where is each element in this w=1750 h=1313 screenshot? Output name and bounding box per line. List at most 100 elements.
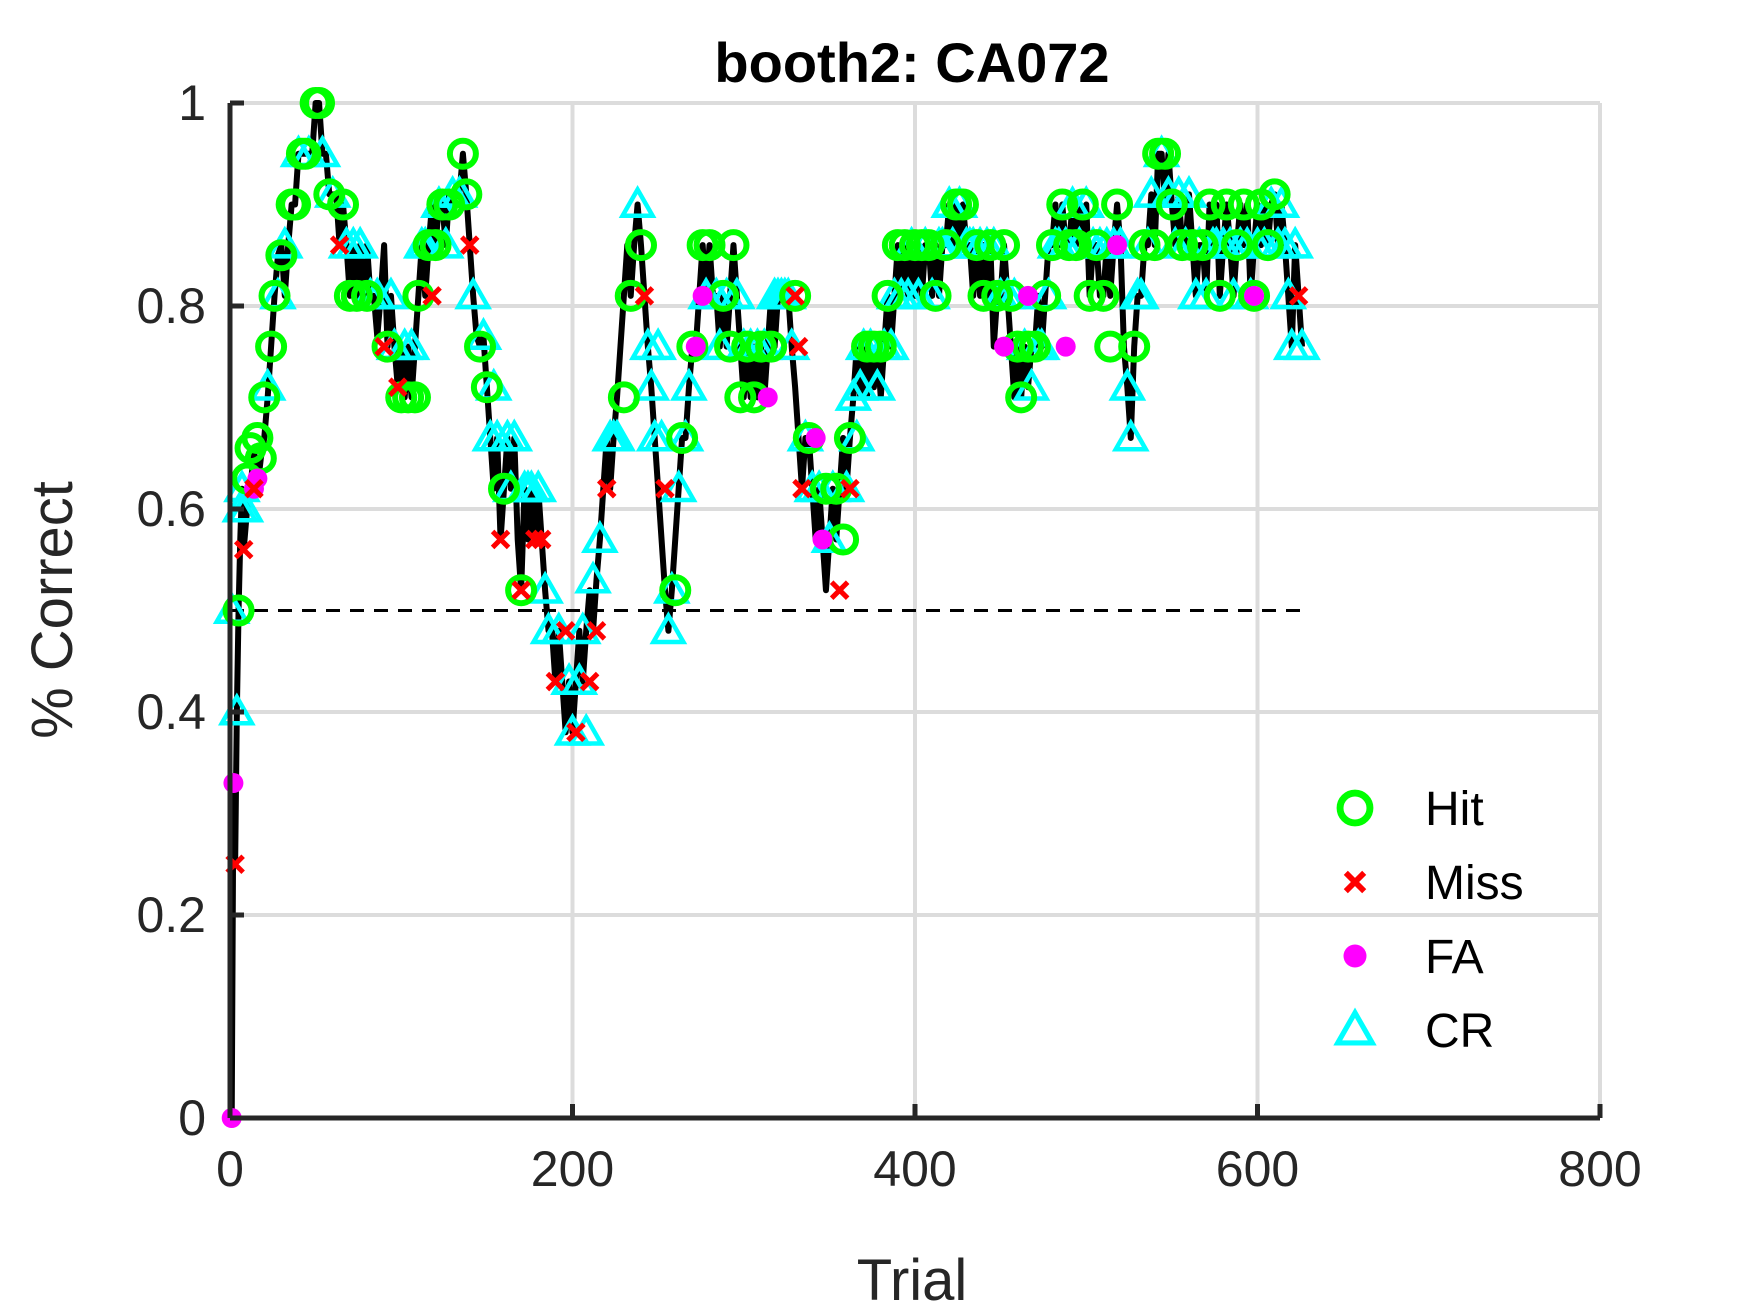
marker-miss: [586, 621, 607, 641]
marker-hit: [505, 574, 538, 607]
marker-hit: [371, 330, 404, 363]
marker-hit: [265, 239, 298, 272]
marker-hit: [1046, 188, 1079, 221]
marker-miss: [490, 529, 511, 550]
marker-cr: [659, 469, 698, 503]
marker-cr: [1122, 276, 1160, 310]
marker-hit: [717, 229, 750, 262]
legend-label-fa: FA: [1425, 931, 1484, 984]
marker-hit: [351, 279, 383, 312]
marker-hit: [1128, 229, 1161, 262]
x-tick-label: 400: [873, 1141, 956, 1197]
marker-miss: [579, 671, 600, 692]
marker-fa: [1018, 285, 1039, 306]
marker-miss: [1288, 286, 1309, 306]
marker-hit: [1005, 381, 1038, 414]
marker-hit: [1066, 188, 1099, 221]
marker-cr: [526, 570, 564, 604]
marker-hit: [419, 229, 452, 262]
legend-label-hit: Hit: [1425, 783, 1484, 836]
marker-fa: [994, 336, 1015, 357]
marker-hit: [929, 229, 962, 262]
marker-cr: [574, 560, 612, 594]
marker-hit: [744, 330, 777, 363]
marker-cr: [1283, 327, 1321, 361]
marker-hit: [659, 574, 692, 607]
legend-marker-cr: [1333, 1007, 1377, 1046]
marker-hit: [289, 137, 322, 170]
marker-hit: [714, 330, 747, 363]
legend-label-cr: CR: [1425, 1005, 1494, 1058]
y-tick-label: 0: [178, 1090, 206, 1146]
axes: [227, 100, 1603, 1121]
marker-miss: [829, 580, 850, 600]
marker-hit: [470, 371, 503, 404]
y-tick-label: 0.6: [136, 481, 206, 537]
marker-hit: [919, 279, 952, 312]
y-axis-label: % Correct: [20, 481, 85, 739]
marker-cr: [632, 367, 671, 401]
legend-marker-hit: [1336, 789, 1374, 827]
marker-fa: [685, 336, 706, 357]
marker-hit: [1210, 188, 1243, 221]
marker-hit: [464, 330, 497, 363]
marker-hit: [1193, 188, 1226, 221]
marker-miss: [233, 539, 254, 560]
x-axis-label: Trial: [857, 1248, 968, 1313]
marker-miss: [785, 286, 805, 306]
marker-cr: [495, 418, 534, 452]
y-tick-label: 0.4: [136, 684, 206, 740]
marker-hit: [1087, 279, 1120, 312]
marker-miss: [596, 478, 617, 499]
marker-cr: [639, 327, 678, 361]
marker-cr: [598, 418, 636, 452]
legend-label-miss: Miss: [1425, 857, 1524, 910]
marker-miss: [566, 722, 586, 743]
marker-hit: [1059, 229, 1092, 262]
marker-hit: [279, 188, 312, 221]
marker-fa: [805, 427, 826, 448]
tick-labels: 0 200 400 600 800 0 0.2 0.4 0.6 0.8 1: [136, 75, 1641, 1197]
marker-miss: [459, 235, 480, 255]
marker-miss: [634, 286, 655, 306]
legend: Hit Miss FA CR: [1333, 783, 1524, 1058]
marker-hit: [1101, 188, 1134, 221]
legend-marker-fa: [1343, 944, 1367, 968]
y-tick-label: 0.8: [136, 278, 206, 334]
marker-miss: [788, 336, 809, 357]
marker-hit: [255, 330, 288, 363]
marker-cr: [1276, 225, 1315, 259]
marker-hit: [779, 279, 812, 312]
marker-hit: [981, 279, 1014, 312]
marker-miss: [655, 478, 675, 499]
marker-miss: [525, 529, 545, 550]
marker-miss: [555, 621, 576, 641]
marker-hit: [222, 594, 255, 627]
marker-cr: [581, 519, 619, 553]
marker-hit: [755, 330, 788, 363]
legend-marker-miss: [1343, 870, 1367, 894]
marker-hit: [666, 421, 699, 454]
marker-cr: [1111, 418, 1150, 452]
marker-hit: [1149, 137, 1182, 170]
marker-fa: [223, 773, 244, 794]
marker-miss: [511, 580, 531, 600]
marker-hit: [1018, 330, 1051, 363]
marker-hit: [724, 381, 757, 414]
marker-hit: [488, 472, 520, 505]
marker-cr: [1108, 367, 1147, 401]
marker-cr: [1187, 276, 1226, 310]
marker-hit: [1258, 178, 1291, 211]
marker-cr: [718, 276, 756, 310]
marker-miss: [244, 478, 264, 499]
marker-hit: [398, 381, 431, 414]
chart-title: booth2: CA072: [714, 31, 1109, 94]
marker-hit: [1220, 229, 1253, 262]
marker-hit: [1227, 188, 1260, 221]
marker-hit: [1166, 229, 1199, 262]
marker-hit: [871, 279, 904, 312]
marker-miss: [792, 478, 812, 499]
marker-hit: [1155, 188, 1188, 221]
marker-hit: [1186, 229, 1219, 262]
marker-cr: [649, 611, 688, 645]
